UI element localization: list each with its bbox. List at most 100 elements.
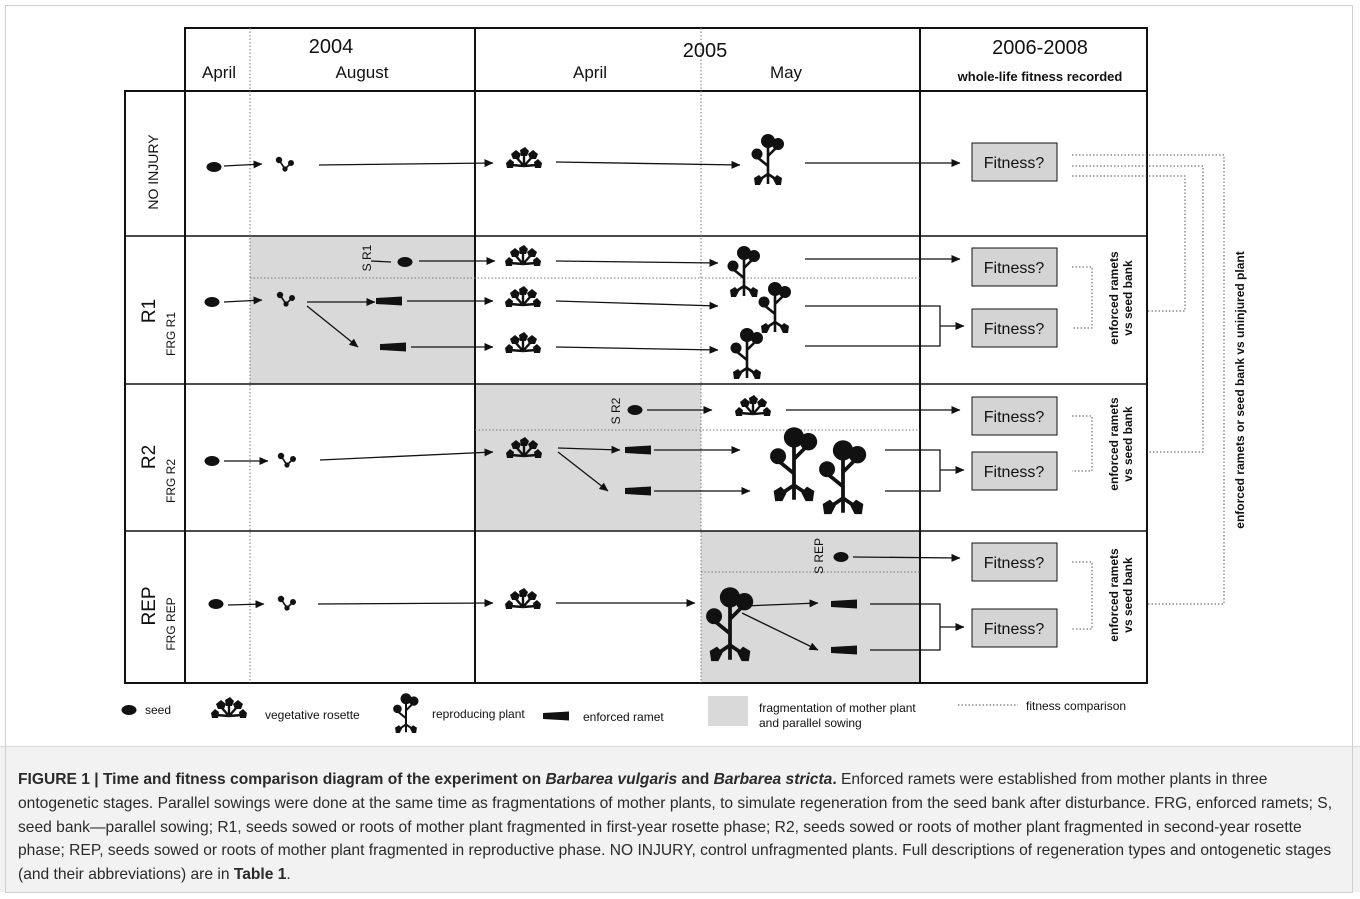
fitness-label: Fitness? [984, 464, 1045, 481]
seed-symbol [833, 552, 849, 562]
row-label-frg-r2: FRG R2 [164, 459, 178, 503]
rosette-symbol [503, 330, 543, 355]
seedling-symbol [276, 594, 297, 612]
header-whole-life: whole-life fitness recorded [957, 69, 1123, 84]
fitness-box-s-r2: Fitness? [971, 396, 1058, 436]
row-labels: NO INJURY R1 FRG R1 R2 FRG R2 REP FRG RE… [139, 134, 178, 651]
row-label-no-injury: NO INJURY [145, 134, 161, 210]
fitness-label: Fitness? [984, 155, 1045, 172]
fitness-label: Fitness? [984, 409, 1045, 426]
ramet-symbol [376, 296, 402, 306]
caption-and: and [677, 771, 714, 788]
seed-symbol [397, 257, 413, 267]
fitness-box-s-rep: Fitness? [971, 542, 1058, 582]
fitness-box-frg-r1: Fitness? [971, 308, 1058, 348]
seed-symbol [206, 162, 222, 172]
caption-background [0, 746, 1360, 892]
ramet-symbol [380, 342, 406, 352]
comparison-label-rep-line1: enforced ramets [1107, 548, 1121, 642]
legend-ramet-icon [543, 711, 569, 721]
rosette-symbol [503, 284, 543, 309]
legend-plant-label: reproducing plant [432, 707, 525, 721]
reproducing-plant-symbol [726, 244, 762, 299]
ramet-symbol [831, 645, 857, 655]
legend-rosette-icon [209, 695, 249, 720]
caption-species-1: Barbarea vulgaris [545, 771, 678, 788]
ramet-symbol [625, 486, 651, 496]
header-april-2004: April [202, 63, 236, 82]
seed-symbol [204, 297, 220, 307]
comparison-brackets [1072, 154, 1225, 630]
legend-seed-label: seed [145, 703, 171, 717]
seed-symbol [627, 405, 643, 415]
fragmentation-shading [250, 237, 920, 683]
row-label-r1: R1 [139, 299, 160, 323]
legend-plant-icon [392, 692, 420, 735]
comparison-label-r2-line2: vs seed bank [1121, 406, 1135, 482]
sowing-label-s-r2: S R2 [609, 397, 623, 424]
row-label-frg-r1: FRG R1 [164, 312, 178, 356]
fitness-label: Fitness? [984, 621, 1045, 638]
caption-table-ref: Table 1 [233, 866, 287, 884]
experiment-diagram: 2004 2005 2006-2008 April August April M… [121, 27, 1247, 735]
row-label-rep: REP [139, 586, 160, 625]
fitness-box-no-injury: Fitness? [971, 142, 1058, 182]
legend-fragmentation-line2: and parallel sowing [759, 716, 862, 730]
reproducing-plant-symbol [729, 326, 765, 381]
timeline-arrows [223, 159, 961, 651]
grid-dotted-lines [249, 28, 920, 683]
legend-rosette-label: vegetative rosette [265, 708, 360, 722]
figure-caption: FIGURE 1 | Time and fitness comparison d… [18, 768, 1338, 887]
reproducing-plant-symbol [757, 280, 793, 335]
table-grid [124, 27, 1148, 684]
legend-seed-icon [121, 705, 137, 715]
comparison-label-r2-line1: enforced ramets [1107, 397, 1121, 491]
legend-fragmentation-line1: fragmentation of mother plant [759, 701, 916, 715]
fitness-box-frg-rep: Fitness? [971, 608, 1058, 648]
seed-symbol [208, 599, 224, 609]
header-2006-2008: 2006-2008 [992, 37, 1088, 59]
comparison-label-r1-line1: enforced ramets [1107, 251, 1121, 345]
fitness-box-s-r1: Fitness? [971, 247, 1058, 287]
caption-body: Enforced ramets were established from mo… [18, 771, 1333, 884]
reproducing-plant-symbol [817, 438, 869, 517]
rosette-symbol [503, 586, 543, 611]
legend-shade-swatch [708, 696, 748, 726]
row-label-frg-rep: FRG REP [164, 597, 178, 650]
ramet-symbol [625, 445, 651, 455]
rosette-symbol [733, 393, 773, 418]
caption-label: FIGURE 1 | Time and fitness comparison d… [18, 771, 546, 788]
bracket-arrows [940, 322, 965, 631]
fitness-label: Fitness? [984, 260, 1045, 277]
header-may: May [770, 63, 803, 82]
fitness-box-frg-r2: Fitness? [971, 451, 1058, 491]
header-august: August [336, 63, 389, 82]
comparison-label-overall: enforced ramets or seed bank vs uninjure… [1233, 251, 1247, 528]
seedling-symbol [276, 451, 297, 469]
legend: seed vegetative rosette reproducing plan… [121, 692, 1126, 735]
comparison-label-rep-line2: vs seed bank [1121, 557, 1135, 633]
comparison-labels: enforced ramets vs seed bank enforced ra… [1107, 251, 1247, 642]
reproducing-plant-symbol [768, 425, 820, 504]
rosette-symbol [504, 145, 544, 170]
ramet-symbol [831, 599, 857, 609]
fitness-label: Fitness? [984, 321, 1045, 338]
sowing-label-s-r1: S R1 [360, 244, 374, 271]
header-2005: 2005 [683, 40, 728, 62]
row-label-r2: R2 [139, 445, 160, 469]
caption-period: . [832, 771, 837, 788]
fitness-label: Fitness? [984, 555, 1045, 572]
header-2004: 2004 [309, 36, 354, 58]
reproducing-plant-symbol [750, 132, 786, 187]
sowing-label-s-rep: S REP [812, 538, 826, 574]
sowing-labels: S R1 S R2 S REP [360, 244, 826, 574]
seedling-symbol [274, 156, 295, 173]
legend-ramet-label: enforced ramet [583, 710, 664, 724]
header-april-2005: April [573, 63, 607, 82]
legend-fitness-comparison-label: fitness comparison [1026, 699, 1126, 713]
fitness-boxes: Fitness? Fitness? Fitness? Fitness? Fitn… [971, 142, 1058, 648]
caption-species-2: Barbarea stricta [713, 771, 833, 788]
column-headers: 2004 2005 2006-2008 April August April M… [202, 36, 1122, 84]
rosette-symbol [503, 243, 543, 268]
comparison-label-r1-line2: vs seed bank [1121, 260, 1135, 336]
